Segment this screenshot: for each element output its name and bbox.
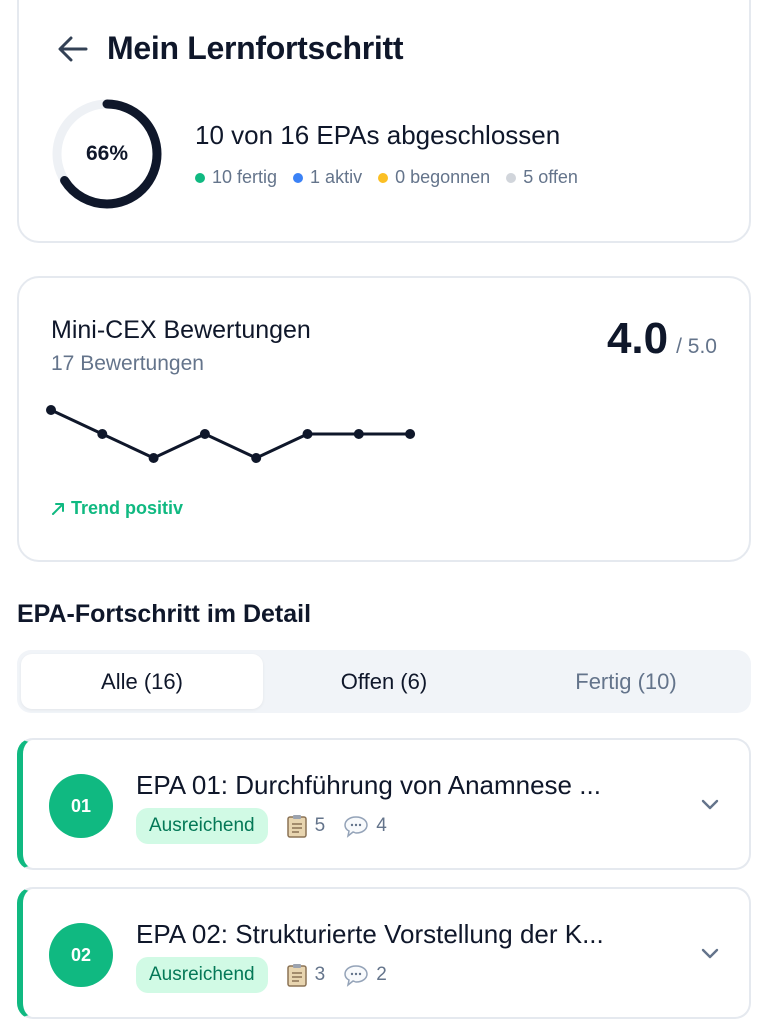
documents-value: 5: [314, 815, 326, 836]
clipboard-icon: [286, 815, 307, 838]
score-max: / 5.0: [676, 335, 717, 358]
legend-item-offen: 5 offen: [506, 167, 578, 188]
documents-count: 5: [286, 814, 326, 838]
page-title: Mein Lernfortschritt: [107, 30, 404, 66]
legend-dot: [293, 172, 304, 183]
trend-indicator: Trend positiv: [51, 498, 183, 519]
back-button[interactable]: [55, 31, 91, 67]
section-title: EPA-Fortschritt im Detail: [17, 600, 312, 628]
clipboard-icon: [286, 964, 307, 987]
trend-label: Trend positiv: [71, 498, 184, 518]
epa-number: 01: [49, 774, 113, 838]
chevron-down-icon[interactable]: [697, 941, 723, 967]
tab-alle[interactable]: Alle (16): [21, 654, 263, 709]
sparkline-point: [251, 453, 262, 463]
epa-meta: Ausreichend 3 2: [136, 957, 387, 993]
comments-value: 2: [376, 964, 387, 985]
legend-label: 0 begonnen: [395, 167, 491, 187]
epa-meta: Ausreichend 5 4: [136, 808, 387, 844]
header: Mein Lernfortschritt: [55, 30, 404, 67]
status-legend: 10 fertig 1 aktiv 0 begonnen 5 offen: [195, 167, 578, 188]
documents-count: 3: [286, 963, 326, 987]
sparkline-point: [353, 429, 364, 439]
legend-dot: [378, 172, 389, 183]
epa-item[interactable]: 01 EPA 01: Durchführung von Anamnese ...…: [17, 738, 751, 870]
speech-bubble-icon: [344, 816, 368, 838]
comments-count: 2: [343, 963, 387, 987]
chevron-down-icon[interactable]: [697, 792, 723, 818]
legend-dot: [506, 172, 517, 183]
progress-card: Mein Lernfortschritt 66% 10 von 16 EPAs …: [17, 0, 751, 243]
sparkline-point: [199, 429, 210, 439]
legend-dot: [195, 172, 205, 183]
progress-percent: 66%: [85, 142, 129, 165]
legend-label: 1 aktiv: [310, 167, 363, 187]
arrow-up-right-icon: [52, 502, 64, 515]
legend-label: 10 fertig: [212, 167, 278, 187]
tab-fertig[interactable]: Fertig (10): [575, 668, 677, 694]
comments-value: 4: [376, 815, 387, 836]
summary-title: 10 von 16 EPAs abgeschlossen: [195, 120, 561, 150]
sparkline-point: [46, 405, 56, 415]
epa-title: EPA 01: Durchführung von Anamnese ...: [136, 770, 601, 800]
comments-count: 4: [343, 814, 387, 838]
minicex-title: Mini-CEX Bewertungen: [51, 316, 311, 344]
score-sparkline: [46, 405, 416, 463]
sparkline-point: [97, 429, 108, 439]
tab-offen[interactable]: Offen (6): [340, 668, 428, 694]
epa-title: EPA 02: Strukturierte Vorstellung der K.…: [136, 919, 604, 949]
sparkline-point: [148, 453, 159, 463]
epa-number: 02: [49, 923, 113, 987]
documents-value: 3: [314, 964, 326, 985]
progress-summary: 10 von 16 EPAs abgeschlossen 10 fertig 1…: [195, 120, 578, 188]
minicex-score: 4.0 / 5.0: [607, 314, 717, 364]
sparkline-path: [50, 408, 411, 460]
arrow-left-icon: [58, 36, 88, 61]
status-badge: Ausreichend: [136, 808, 268, 844]
legend-item-fertig: 10 fertig: [195, 167, 277, 188]
minicex-count: 17 Bewertungen: [51, 352, 204, 375]
legend-item-begonnen: 0 begonnen: [378, 167, 490, 188]
speech-bubble-icon: [344, 965, 368, 987]
sparkline-point: [405, 429, 416, 439]
score-value: 4.0: [606, 314, 669, 363]
progress-ring: [52, 99, 162, 209]
filter-tabs: Alle (16) Offen (6) Fertig (10): [17, 650, 751, 713]
legend-item-aktiv: 1 aktiv: [293, 167, 362, 188]
legend-label: 5 offen: [523, 167, 578, 187]
sparkline-point: [302, 429, 313, 439]
minicex-card[interactable]: Mini-CEX Bewertungen 17 Bewertungen 4.0 …: [17, 276, 751, 562]
epa-item[interactable]: 02 EPA 02: Strukturierte Vorstellung der…: [17, 887, 751, 1019]
status-badge: Ausreichend: [136, 957, 268, 993]
